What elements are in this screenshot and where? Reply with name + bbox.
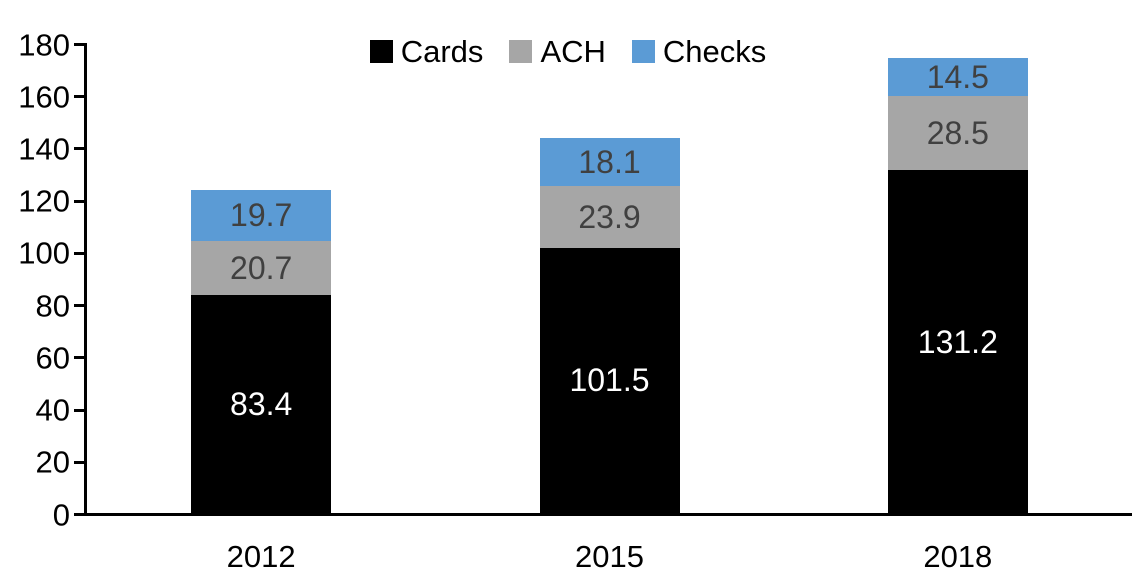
bar-segment-ach-2012: 20.7 — [191, 241, 332, 296]
legend-item-ach: ACH — [509, 34, 606, 69]
y-axis-tick — [74, 95, 84, 99]
x-tick-label: 2015 — [575, 539, 644, 574]
segment-value-label: 101.5 — [569, 362, 650, 399]
y-axis-tick — [74, 408, 84, 412]
segment-value-label: 14.5 — [926, 59, 989, 96]
bar-segment-ach-2015: 23.9 — [539, 185, 680, 248]
bar-segment-cards-2015: 101.5 — [539, 247, 680, 513]
legend-label: Cards — [400, 34, 484, 69]
legend-label: ACH — [540, 34, 606, 69]
y-tick-label: 160 — [18, 79, 70, 115]
bar-2018: 131.2 28.5 14.5 — [887, 0, 1028, 513]
y-axis-tick — [74, 147, 84, 151]
legend-color-swatch — [369, 40, 393, 63]
y-tick-label: 60 — [35, 340, 70, 376]
y-tick-label: 40 — [35, 392, 70, 428]
y-tick-label: 20 — [35, 444, 70, 480]
y-axis-line — [84, 43, 87, 516]
y-axis-tick — [74, 251, 84, 255]
segment-value-label: 20.7 — [230, 250, 293, 287]
legend-item-cards: Cards — [369, 34, 484, 69]
x-tick-label: 2018 — [923, 539, 993, 574]
x-axis-line — [84, 513, 1132, 516]
segment-value-label: 23.9 — [578, 198, 641, 235]
legend-color-swatch — [631, 40, 655, 63]
y-axis-tick — [74, 304, 84, 308]
segment-value-label: 131.2 — [917, 323, 998, 360]
legend-color-swatch — [509, 40, 533, 63]
segment-value-label: 19.7 — [230, 197, 293, 234]
chart-legend: Cards ACH Checks — [0, 36, 1136, 67]
bar-segment-checks-2012: 19.7 — [191, 189, 332, 242]
segment-value-label: 18.1 — [578, 143, 641, 180]
y-tick-label: 80 — [35, 288, 70, 324]
bar-segment-ach-2018: 28.5 — [887, 96, 1028, 171]
y-tick-label: 100 — [18, 235, 70, 271]
bar-segment-cards-2012: 83.4 — [191, 295, 332, 513]
y-axis-tick — [74, 199, 84, 203]
y-axis-tick — [74, 356, 84, 360]
bar-segment-checks-2018: 14.5 — [887, 58, 1028, 96]
y-tick-label: 140 — [18, 131, 70, 167]
bar-segment-checks-2015: 18.1 — [539, 138, 680, 186]
y-tick-label: 0 — [52, 497, 70, 532]
legend-item-checks: Checks — [631, 34, 767, 69]
y-axis-tick — [74, 513, 84, 516]
bar-2015: 101.5 23.9 18.1 — [539, 0, 680, 513]
segment-value-label: 83.4 — [230, 386, 293, 423]
bar-2012: 83.4 20.7 19.7 — [191, 0, 332, 513]
y-axis-tick — [74, 460, 84, 464]
y-axis-tick — [74, 43, 84, 46]
bar-segment-cards-2018: 131.2 — [887, 170, 1028, 513]
x-tick-label: 2012 — [226, 539, 296, 574]
legend-label: Checks — [662, 34, 767, 69]
y-tick-label: 120 — [18, 183, 70, 219]
y-tick-label: 180 — [18, 27, 70, 62]
segment-value-label: 28.5 — [926, 115, 989, 152]
